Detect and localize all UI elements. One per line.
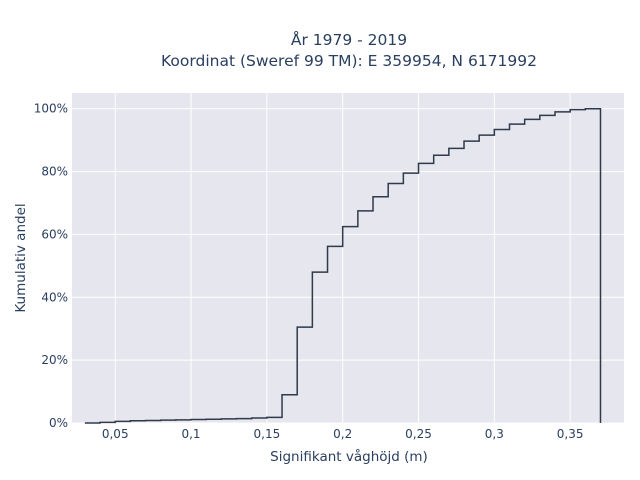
x-tick-label: 0,25	[405, 427, 432, 441]
y-tick-label: 20%	[41, 353, 68, 367]
y-tick-label: 100%	[34, 102, 68, 116]
y-tick-label: 80%	[41, 165, 68, 179]
y-tick-label: 0%	[49, 416, 68, 430]
plot-area	[72, 93, 624, 423]
gridlines	[72, 93, 624, 424]
x-axis-ticks: 0,05 0,1 0,15 0,2 0,25 0,3 0,35	[102, 427, 584, 441]
x-tick-label: 0,05	[102, 427, 129, 441]
y-axis-ticks: 0% 20% 40% 60% 80% 100%	[34, 102, 68, 430]
x-tick-label: 0,1	[181, 427, 200, 441]
cumulative-distribution-line	[84, 107, 602, 424]
y-axis-title: Kumulativ andel	[13, 203, 29, 312]
x-axis-title: Signifikant våghöjd (m)	[270, 448, 428, 465]
y-tick-label: 40%	[41, 290, 68, 304]
chart-title-line1: År 1979 - 2019	[291, 30, 407, 49]
chart-title-line2: Koordinat (Sweref 99 TM): E 359954, N 61…	[161, 52, 537, 70]
y-tick-label: 60%	[41, 227, 68, 241]
x-tick-label: 0,2	[333, 427, 352, 441]
x-tick-label: 0,3	[485, 427, 504, 441]
x-tick-label: 0,15	[254, 427, 281, 441]
x-tick-label: 0,35	[557, 427, 584, 441]
